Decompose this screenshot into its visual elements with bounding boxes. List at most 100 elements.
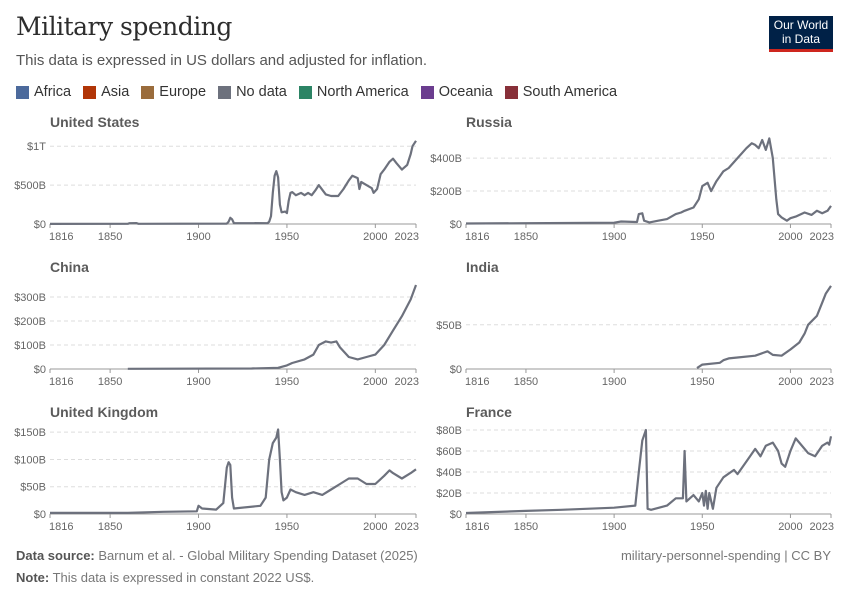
y-tick-label: $0 (450, 509, 462, 521)
series-line (49, 140, 417, 225)
panel-india: India $0 $50B 1816 1850 1900 1950 2000 2023 (436, 259, 834, 388)
x-tick-label: 1950 (690, 521, 714, 533)
note: Note: This data is expressed in constant… (16, 570, 315, 585)
series-line (127, 284, 418, 370)
x-tick-label: 2000 (363, 521, 387, 533)
y-tick-label: $0 (34, 219, 46, 231)
legend-swatch (16, 85, 29, 99)
panel-title: Russia (466, 114, 512, 130)
data-source-link[interactable]: Barnum et al. - Global Military Spending… (98, 548, 418, 563)
x-tick-label: 1816 (465, 376, 489, 388)
legend-item[interactable]: Asia (83, 84, 129, 100)
y-tick-label: $20B (436, 488, 462, 500)
x-tick-label: 2023 (810, 521, 834, 533)
data-source: Data source: Barnum et al. - Global Mili… (16, 548, 418, 563)
x-tick-label: 1950 (690, 231, 714, 243)
x-tick-label: 2000 (363, 376, 387, 388)
panel-title: France (466, 404, 512, 420)
panel-title: India (466, 259, 499, 275)
legend-item[interactable]: North America (298, 84, 409, 100)
panel-title: United States (50, 114, 140, 130)
x-tick-label: 1900 (186, 376, 210, 388)
series-line (465, 137, 832, 225)
panel-title: China (50, 259, 89, 275)
y-tick-label: $200B (430, 186, 462, 198)
legend-item[interactable]: No data (218, 84, 287, 100)
legend: Africa Asia Europe No data North America Ocea… (16, 84, 617, 100)
panel-france: France $0 $20B $40B $60B $80B 1816 1850 1900 1950… (436, 404, 834, 533)
x-tick-label: 2023 (810, 376, 834, 388)
series-line (465, 428, 833, 515)
chart-subtitle: This data is expressed in US dollars and… (16, 52, 428, 69)
y-tick-label: $100B (14, 340, 46, 352)
x-tick-label: 1850 (514, 376, 538, 388)
panel-russia: Russia $0 $200B $400B 1816 1850 1900 1950 2000 20… (430, 114, 834, 243)
legend-label: Oceania (438, 84, 493, 100)
x-tick-label: 1816 (465, 231, 489, 243)
series-line (50, 428, 417, 514)
x-tick-label: 1816 (49, 376, 73, 388)
y-tick-label: $0 (450, 364, 462, 376)
legend-swatch (420, 85, 434, 99)
legend-label: South America (522, 84, 618, 100)
x-tick-label: 1816 (49, 521, 73, 533)
x-tick-label: 1850 (514, 231, 538, 243)
x-tick-label: 1850 (98, 521, 122, 533)
y-tick-label: $50B (436, 320, 462, 332)
x-tick-label: 1900 (602, 521, 626, 533)
y-tick-label: $0 (450, 219, 462, 231)
legend-item[interactable]: Oceania (420, 84, 493, 100)
x-tick-label: 1950 (275, 376, 299, 388)
x-tick-label: 1900 (186, 521, 210, 533)
series-line (696, 285, 832, 370)
x-tick-label: 1850 (514, 521, 538, 533)
panel-title: United Kingdom (50, 404, 158, 420)
x-tick-label: 1950 (275, 521, 299, 533)
y-tick-label: $500B (14, 180, 46, 192)
panel-united-kingdom: United Kingdom $0 $50B $100B $150B 1816 1850 19… (14, 404, 419, 533)
x-tick-label: 2000 (778, 376, 802, 388)
y-tick-label: $100B (14, 454, 46, 466)
x-tick-label: 2000 (778, 231, 802, 243)
x-tick-label: 2023 (395, 376, 419, 388)
y-tick-label: $0 (34, 509, 46, 521)
y-tick-label: $0 (34, 364, 46, 376)
x-tick-label: 2000 (363, 231, 387, 243)
x-tick-label: 1900 (602, 376, 626, 388)
panel-china: China $0 $100B $200B $300B 1816 1850 1900 1950 20… (14, 259, 419, 388)
legend-swatch (504, 85, 518, 99)
y-tick-label: $50B (20, 482, 46, 494)
legend-item[interactable]: South America (504, 84, 618, 100)
slug-license[interactable]: military-personnel-spending | CC BY (620, 548, 831, 563)
legend-label: Africa (34, 84, 72, 100)
x-tick-label: 1850 (98, 376, 122, 388)
chart-title: Military spending (16, 12, 232, 41)
x-tick-label: 2023 (395, 231, 419, 243)
y-tick-label: $300B (14, 292, 46, 304)
legend-label: North America (316, 84, 409, 100)
x-tick-label: 2023 (810, 231, 834, 243)
legend-swatch (298, 85, 312, 99)
legend-label: Europe (159, 84, 207, 100)
legend-swatch (83, 85, 97, 99)
y-tick-label: $1T (27, 141, 46, 153)
x-tick-label: 1950 (690, 376, 714, 388)
legend-swatch (141, 85, 155, 99)
legend-swatch (218, 85, 232, 99)
owid-logo[interactable]: Our World in Data (769, 16, 833, 52)
x-tick-label: 1850 (98, 231, 122, 243)
y-tick-label: $400B (430, 153, 462, 165)
y-tick-label: $200B (14, 316, 46, 328)
legend-label: Asia (101, 84, 130, 100)
x-tick-label: 2000 (778, 521, 802, 533)
legend-item[interactable]: Africa (16, 84, 71, 100)
x-tick-label: 1900 (602, 231, 626, 243)
y-tick-label: $40B (436, 467, 462, 479)
panel-united-states: United States $0 $500B $1T 1816 1850 1900 1950 2… (14, 114, 419, 243)
x-tick-label: 1950 (275, 231, 299, 243)
y-tick-label: $150B (14, 427, 46, 439)
y-tick-label: $60B (436, 446, 462, 458)
y-tick-label: $80B (436, 425, 462, 437)
legend-item[interactable]: Europe (141, 84, 206, 100)
